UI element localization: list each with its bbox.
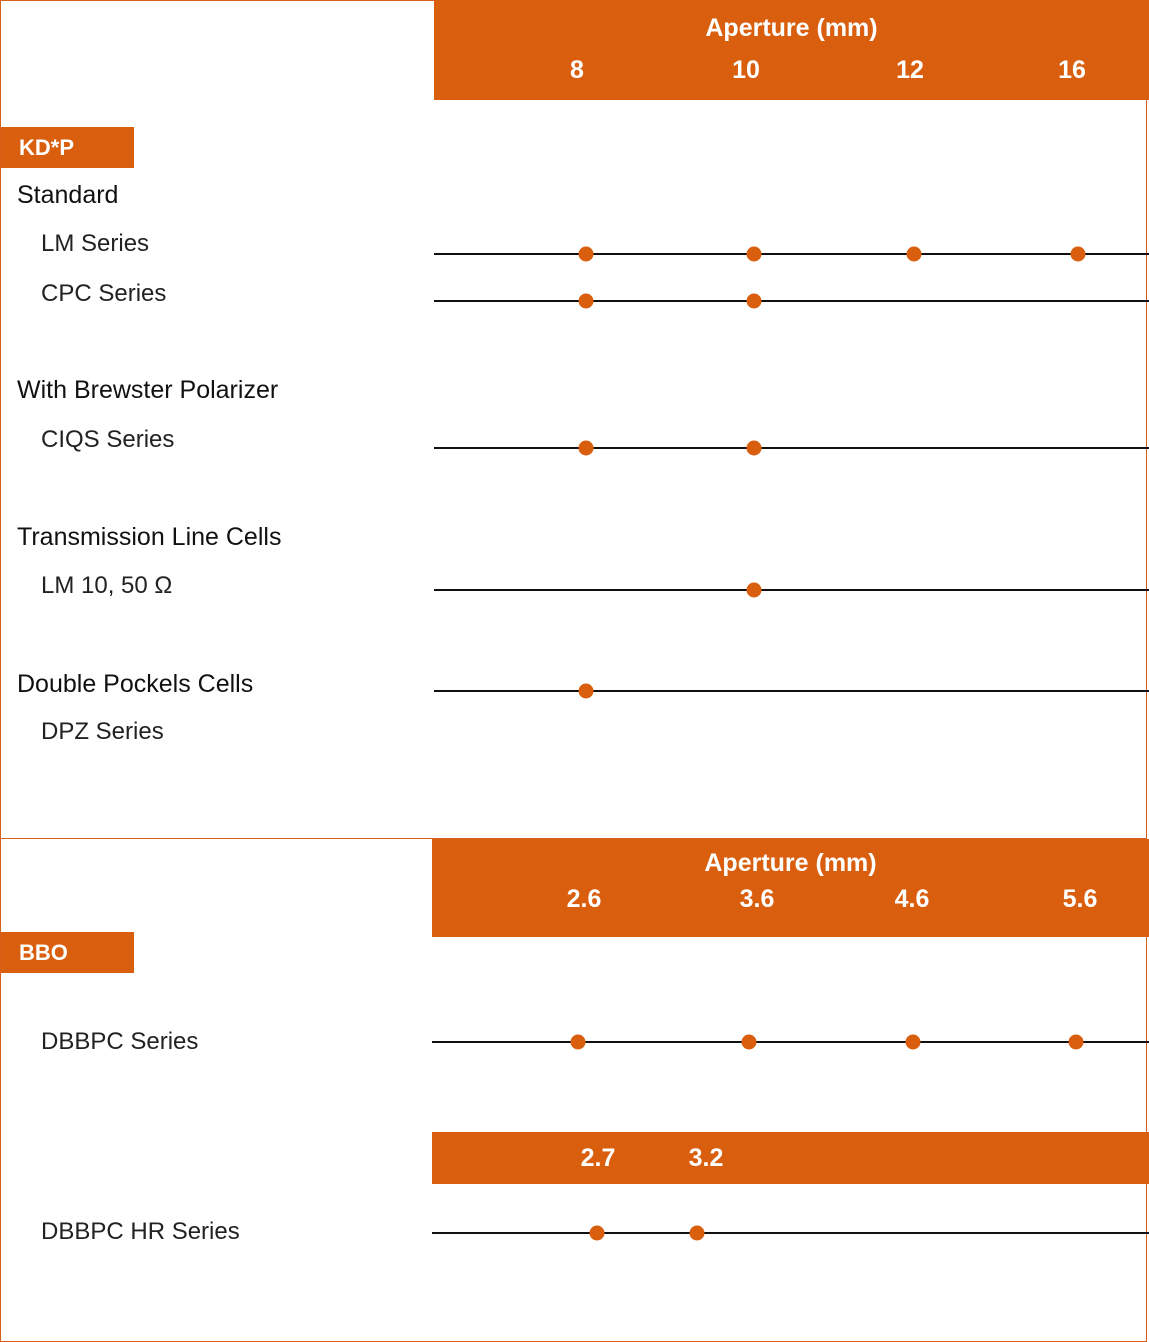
availability-line [432,1041,1149,1043]
bbo-aperture-tick: 2.6 [566,885,602,913]
group-heading-double-pockels: Double Pockels Cells [17,670,254,698]
availability-dot [746,440,762,456]
kdp-aperture-tick: 16 [1058,56,1086,84]
bbo-hr-aperture-tick: 2.7 [580,1144,616,1172]
kdp-aperture-tick: 8 [570,56,584,84]
kdp-material-tag: KD*P [1,127,134,168]
availability-dot [578,683,594,699]
availability-dot [1068,1034,1084,1050]
availability-dot [578,246,594,262]
availability-dot [578,293,594,309]
kdp-aperture-tick: 12 [896,56,924,84]
group-heading-transmission: Transmission Line Cells [17,523,282,551]
availability-dot [589,1225,605,1241]
availability-line [434,589,1149,591]
availability-dot [578,440,594,456]
availability-dot [746,293,762,309]
bbo-hr-aperture-header: 2.7 3.2 [432,1132,1149,1184]
availability-dot [905,1034,921,1050]
product-label: LM Series [41,230,150,257]
bbo-hr-aperture-tick: 3.2 [688,1144,724,1172]
bbo-aperture-tick: 4.6 [894,885,930,913]
bbo-aperture-tick: 5.6 [1062,885,1098,913]
kdp-aperture-header: Aperture (mm) 8 10 12 16 [434,0,1149,100]
availability-dot [689,1225,705,1241]
availability-dot [1070,246,1086,262]
group-heading-brewster: With Brewster Polarizer [17,376,279,404]
availability-line [434,447,1149,449]
availability-line [432,1232,1149,1234]
availability-dot [746,246,762,262]
group-heading-standard: Standard [17,181,119,209]
bbo-aperture-title: Aperture (mm) [704,849,877,877]
product-label: CPC Series [41,280,167,307]
product-label: DBBPC HR Series [41,1218,240,1245]
kdp-aperture-title: Aperture (mm) [705,14,878,42]
availability-dot [570,1034,586,1050]
product-label: CIQS Series [41,426,175,453]
availability-dot [741,1034,757,1050]
availability-dot [746,582,762,598]
availability-line [434,690,1149,692]
bbo-material-tag: BBO [1,932,134,973]
product-label: DPZ Series [41,718,164,745]
availability-dot [906,246,922,262]
availability-line [434,253,1149,255]
kdp-aperture-tick: 10 [732,56,760,84]
bbo-aperture-tick: 3.6 [739,885,775,913]
kdp-panel [0,0,1147,840]
product-label: DBBPC Series [41,1028,199,1055]
bbo-aperture-header: Aperture (mm) 2.6 3.6 4.6 5.6 [432,839,1149,937]
product-label: LM 10, 50 Ω [41,572,173,599]
availability-line [434,300,1149,302]
